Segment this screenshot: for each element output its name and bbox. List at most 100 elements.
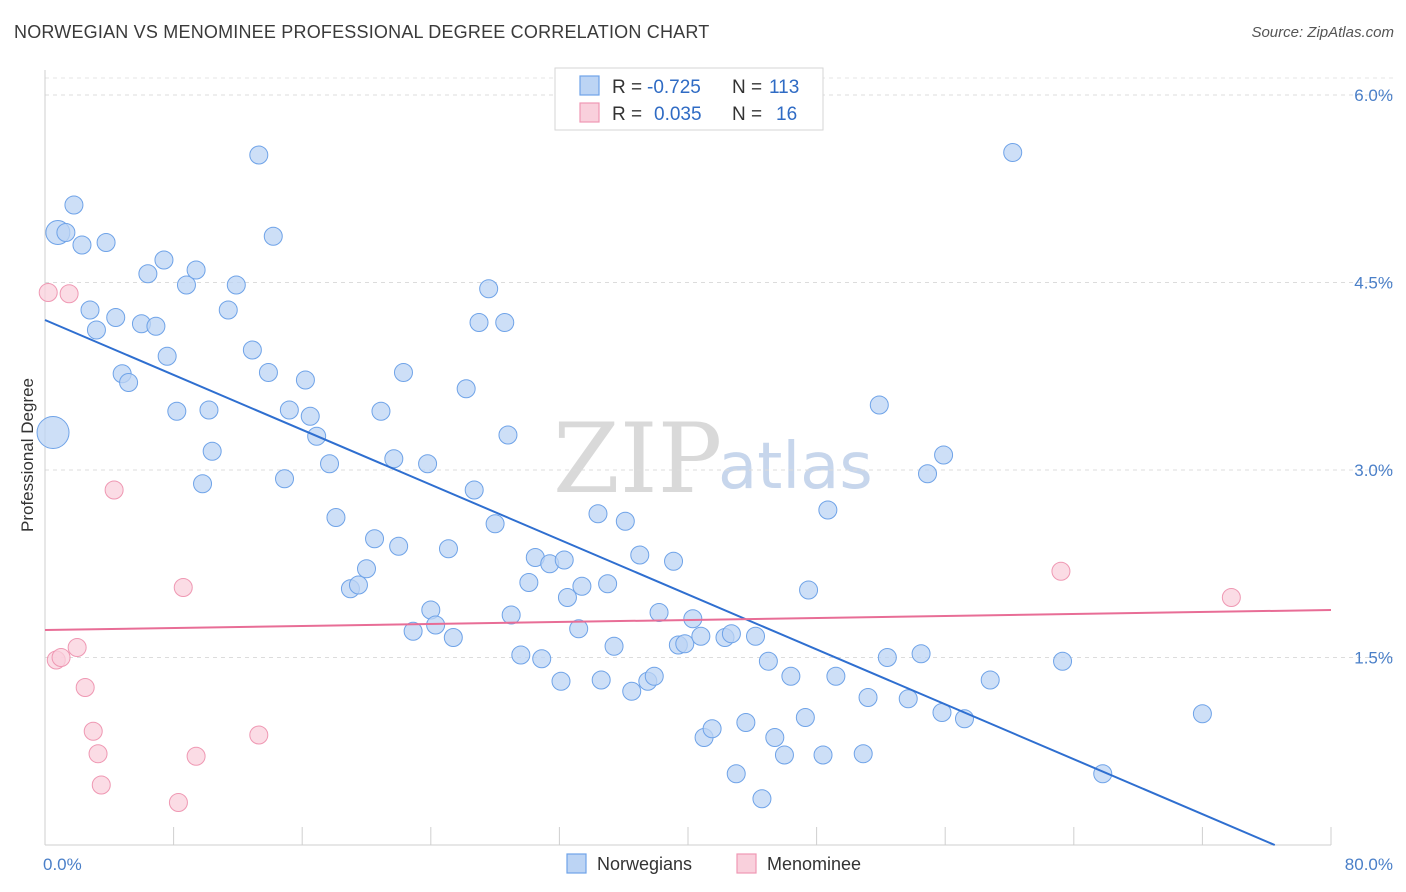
menominee-point-14 bbox=[1051, 561, 1071, 581]
menominee-point-7 bbox=[75, 678, 95, 697]
norwegian-point-95 bbox=[813, 745, 833, 765]
norwegian-point-99 bbox=[858, 688, 878, 707]
norwegian-point-65 bbox=[572, 576, 592, 596]
norwegian-point-62 bbox=[551, 671, 571, 691]
norwegian-point-101 bbox=[877, 648, 897, 667]
norwegian-point-85 bbox=[726, 764, 746, 784]
menominee-point-8 bbox=[83, 721, 103, 741]
norwegians-points bbox=[36, 143, 1212, 809]
norwegian-point-70 bbox=[615, 511, 635, 531]
legend-swatch-menominee bbox=[579, 102, 600, 123]
norwegian-point-80 bbox=[691, 626, 711, 646]
norwegian-point-56 bbox=[511, 645, 531, 665]
norwegian-point-67 bbox=[591, 670, 611, 690]
norwegian-point-24 bbox=[119, 373, 139, 392]
menominee-point-10 bbox=[91, 775, 111, 795]
norwegian-point-91 bbox=[774, 745, 794, 765]
norwegian-point-64 bbox=[569, 619, 589, 639]
norwegian-point-7 bbox=[106, 308, 126, 327]
norwegian-point-75 bbox=[649, 603, 669, 622]
x-tick-label-0: 0.0% bbox=[43, 855, 82, 874]
norwegian-point-18 bbox=[279, 400, 299, 420]
norwegian-point-8 bbox=[138, 264, 158, 284]
norwegian-point-55 bbox=[501, 605, 521, 625]
norwegian-point-104 bbox=[918, 464, 938, 484]
norwegian-point-71 bbox=[622, 681, 642, 701]
norwegian-point-4 bbox=[96, 233, 116, 252]
norwegian-point-39 bbox=[384, 449, 404, 469]
norwegian-point-76 bbox=[664, 551, 684, 571]
norwegian-point-109 bbox=[1003, 143, 1023, 162]
norwegian-point-69 bbox=[604, 636, 624, 656]
norwegian-point-32 bbox=[320, 454, 340, 474]
axes bbox=[44, 70, 1332, 846]
norwegian-point-79 bbox=[683, 609, 703, 629]
norwegian-point-57 bbox=[519, 573, 539, 592]
norwegian-point-6 bbox=[86, 320, 106, 340]
legend-r-label-2: R = bbox=[612, 104, 642, 125]
menominee-point-2 bbox=[104, 480, 124, 500]
trend-lines bbox=[44, 319, 1332, 846]
y-tick-label-1: 3.0% bbox=[1354, 461, 1393, 480]
watermark-atlas: atlas bbox=[718, 430, 873, 504]
legend-r-label-1: R = bbox=[612, 77, 642, 98]
norwegian-point-10 bbox=[176, 275, 196, 295]
norwegian-point-19 bbox=[295, 370, 315, 390]
norwegian-point-13 bbox=[226, 275, 246, 295]
watermark: ZIP atlas bbox=[553, 403, 873, 515]
norwegian-point-59 bbox=[532, 649, 552, 669]
menominee-point-15 bbox=[1221, 588, 1241, 607]
norwegian-point-53 bbox=[495, 313, 515, 332]
norwegian-point-2 bbox=[64, 195, 84, 215]
norwegian-point-14 bbox=[242, 340, 262, 360]
norwegian-point-103 bbox=[911, 644, 931, 664]
norwegian-point-66 bbox=[588, 504, 608, 524]
y-axis-title: Professional Degree bbox=[18, 378, 37, 532]
norwegian-point-25 bbox=[167, 401, 187, 421]
norwegian-point-97 bbox=[826, 666, 846, 686]
menominee-point-0 bbox=[38, 283, 58, 302]
watermark-zip: ZIP bbox=[553, 403, 722, 515]
legend-n-label-1: N = bbox=[732, 77, 762, 98]
norwegian-point-102 bbox=[898, 689, 918, 709]
norwegian-point-33 bbox=[326, 508, 346, 527]
menominee-point-3 bbox=[173, 578, 193, 597]
norwegian-point-54 bbox=[498, 425, 518, 445]
norwegian-point-35 bbox=[348, 575, 368, 595]
norwegian-point-15 bbox=[249, 145, 269, 165]
menominee-point-9 bbox=[88, 744, 108, 764]
top-legend-frame bbox=[554, 67, 824, 131]
legend-n-value-1: 113 bbox=[769, 77, 799, 98]
norwegian-point-110 bbox=[1053, 651, 1073, 671]
bottom-legend-swatch-norwegians bbox=[566, 853, 587, 874]
norwegian-point-61 bbox=[554, 550, 574, 570]
norwegian-point-12 bbox=[218, 300, 238, 320]
norwegian-point-28 bbox=[193, 474, 213, 494]
norwegian-point-47 bbox=[443, 628, 463, 647]
norwegian-point-29 bbox=[275, 469, 295, 489]
norwegian-point-21 bbox=[146, 316, 166, 336]
norwegian-point-5 bbox=[80, 300, 100, 320]
norwegian-point-106 bbox=[934, 445, 954, 465]
norwegian-point-36 bbox=[357, 559, 376, 579]
norwegian-point-112 bbox=[1192, 704, 1212, 724]
norwegian-trend-line bbox=[44, 319, 1276, 846]
norwegian-point-100 bbox=[869, 395, 889, 415]
norwegian-point-46 bbox=[438, 539, 458, 559]
norwegian-point-113 bbox=[36, 416, 70, 449]
norwegian-point-63 bbox=[557, 588, 577, 607]
legend-n-value-2: 16 bbox=[776, 104, 797, 125]
norwegian-point-68 bbox=[598, 574, 618, 594]
norwegian-point-26 bbox=[199, 400, 219, 420]
norwegian-point-40 bbox=[389, 536, 409, 556]
gridlines bbox=[45, 77, 1394, 658]
norwegian-point-27 bbox=[202, 441, 222, 461]
norwegian-point-37 bbox=[371, 401, 391, 421]
norwegian-point-48 bbox=[456, 379, 476, 399]
x-tick-labels: 0.0% 80.0% bbox=[43, 855, 1393, 874]
norwegian-point-11 bbox=[186, 260, 206, 280]
bottom-legend-label-menominee: Menominee bbox=[767, 854, 861, 874]
bottom-legend-swatch-menominee bbox=[736, 853, 757, 874]
menominee-point-6 bbox=[67, 638, 87, 657]
